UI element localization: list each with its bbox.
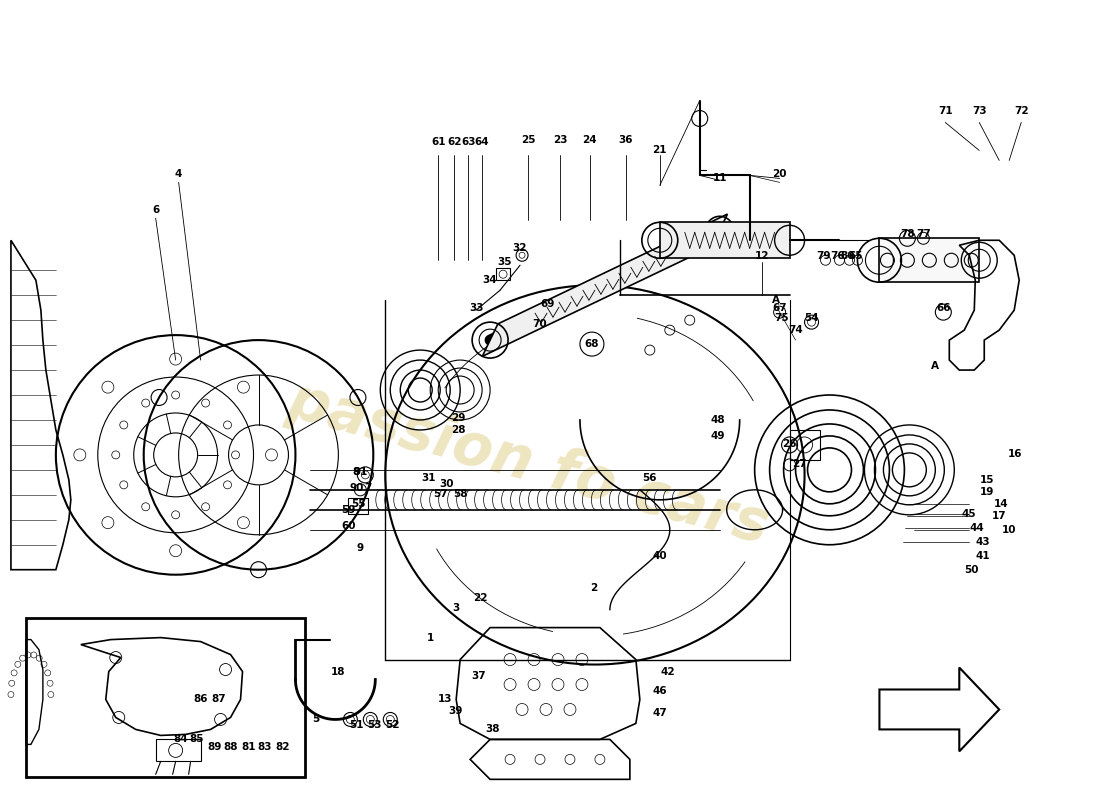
Text: 77: 77: [916, 230, 931, 239]
Polygon shape: [879, 238, 979, 282]
Text: 67: 67: [772, 303, 786, 313]
Text: 41: 41: [976, 550, 991, 561]
Text: 1: 1: [427, 633, 433, 642]
Text: 30: 30: [439, 479, 453, 489]
Text: 47: 47: [652, 709, 668, 718]
Text: 39: 39: [448, 706, 462, 717]
Text: 89: 89: [208, 742, 222, 752]
Text: 5: 5: [311, 714, 319, 725]
Text: 78: 78: [900, 230, 915, 239]
Text: 58: 58: [453, 489, 468, 499]
Text: 51: 51: [349, 721, 364, 730]
Text: 72: 72: [1014, 106, 1028, 115]
Text: 14: 14: [994, 499, 1009, 509]
Text: 91: 91: [353, 467, 367, 477]
Text: 19: 19: [980, 487, 994, 497]
Text: 63: 63: [461, 138, 475, 147]
Text: A: A: [932, 361, 939, 371]
Text: 3: 3: [452, 602, 460, 613]
Text: 52: 52: [385, 721, 399, 730]
Text: 28: 28: [451, 425, 465, 435]
Text: 55: 55: [351, 499, 365, 509]
Text: 17: 17: [992, 510, 1007, 521]
Text: 4: 4: [175, 170, 183, 179]
Text: A: A: [771, 295, 780, 305]
Text: 45: 45: [962, 509, 977, 519]
Polygon shape: [660, 222, 790, 258]
Text: 13: 13: [438, 694, 452, 705]
Text: 57: 57: [433, 489, 448, 499]
Text: 56: 56: [642, 473, 657, 483]
Text: 71: 71: [938, 106, 953, 115]
Text: 74: 74: [789, 325, 803, 335]
Text: 29: 29: [451, 413, 465, 423]
Text: 84: 84: [174, 734, 188, 745]
Text: 34: 34: [483, 275, 497, 286]
Text: 31: 31: [421, 473, 436, 483]
Text: 44: 44: [970, 522, 985, 533]
Text: 59: 59: [341, 505, 355, 515]
Text: 40: 40: [652, 550, 667, 561]
Text: 33: 33: [469, 303, 483, 313]
Text: 88: 88: [223, 742, 238, 752]
Text: 7: 7: [364, 483, 372, 493]
Text: 68: 68: [585, 339, 600, 349]
Text: 11: 11: [713, 174, 727, 183]
Text: 87: 87: [211, 694, 226, 705]
Text: 46: 46: [652, 686, 667, 697]
Text: 62: 62: [447, 138, 461, 147]
Text: 8: 8: [353, 467, 360, 477]
Text: 23: 23: [552, 135, 568, 146]
Text: passion fo cars: passion fo cars: [282, 372, 776, 556]
Text: 10: 10: [1002, 525, 1016, 534]
Text: 61: 61: [431, 138, 446, 147]
Text: 12: 12: [755, 251, 769, 262]
Text: 66: 66: [936, 303, 950, 313]
Text: 54: 54: [804, 313, 818, 323]
Text: 32: 32: [513, 243, 527, 254]
Text: 24: 24: [583, 135, 597, 146]
Text: 64: 64: [475, 138, 490, 147]
Text: 75: 75: [774, 313, 789, 323]
Text: 90: 90: [349, 483, 363, 493]
Text: 86: 86: [194, 694, 208, 705]
Text: 48: 48: [711, 415, 725, 425]
Text: 80: 80: [840, 251, 855, 262]
Text: 16: 16: [1008, 449, 1022, 459]
Text: 36: 36: [618, 135, 634, 146]
Text: 60: 60: [341, 521, 355, 530]
Text: 37: 37: [471, 670, 485, 681]
Text: 20: 20: [772, 170, 786, 179]
Text: 81: 81: [241, 742, 256, 752]
Text: 53: 53: [367, 721, 382, 730]
Text: 43: 43: [976, 537, 991, 546]
Text: 49: 49: [711, 431, 725, 441]
Text: 42: 42: [660, 666, 675, 677]
Text: 27: 27: [792, 459, 807, 469]
Text: 76: 76: [830, 251, 845, 262]
Text: 25: 25: [520, 135, 536, 146]
Text: 82: 82: [275, 742, 289, 752]
Text: 22: 22: [473, 593, 487, 602]
Text: 65: 65: [848, 251, 862, 262]
Text: 38: 38: [485, 725, 499, 734]
Text: 6: 6: [152, 206, 160, 215]
Text: 35: 35: [497, 258, 512, 267]
Text: 85: 85: [189, 734, 204, 745]
Text: 70: 70: [532, 319, 548, 329]
Text: 50: 50: [964, 565, 979, 574]
Text: 18: 18: [331, 666, 345, 677]
Text: 73: 73: [972, 106, 987, 115]
Text: 15: 15: [980, 475, 994, 485]
Text: 79: 79: [816, 251, 831, 262]
Text: 83: 83: [257, 742, 272, 752]
Polygon shape: [483, 214, 727, 356]
Text: 26: 26: [782, 439, 796, 449]
Text: 2: 2: [591, 582, 597, 593]
Text: 69: 69: [541, 299, 556, 309]
Text: 21: 21: [652, 146, 667, 155]
Text: 9: 9: [356, 542, 364, 553]
